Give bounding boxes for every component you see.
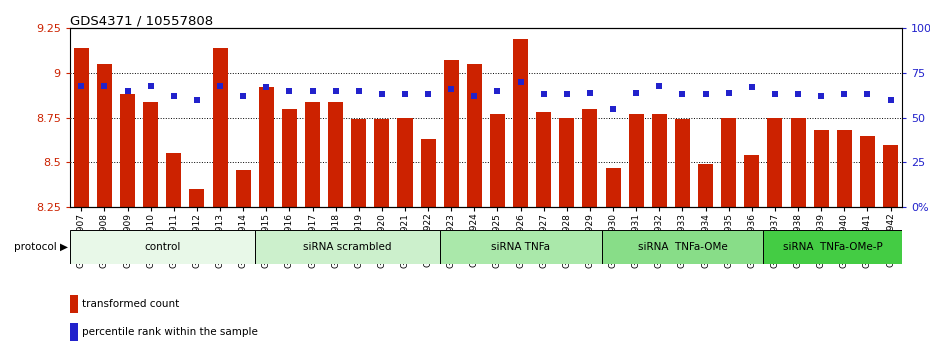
Bar <box>513 39 528 207</box>
Bar <box>120 95 135 207</box>
Text: protocol ▶: protocol ▶ <box>14 242 69 252</box>
Bar <box>790 118 805 207</box>
Point <box>467 93 482 99</box>
Text: transformed count: transformed count <box>82 299 179 309</box>
Bar <box>559 118 575 207</box>
Point <box>629 90 644 96</box>
Point <box>328 88 343 94</box>
Bar <box>255 230 440 264</box>
Text: control: control <box>144 242 180 252</box>
Bar <box>860 136 875 207</box>
Bar <box>675 120 690 207</box>
Point <box>259 85 273 90</box>
Point <box>837 92 852 97</box>
Point <box>282 88 297 94</box>
Bar <box>467 64 482 207</box>
Text: siRNA  TNFa-OMe-P: siRNA TNFa-OMe-P <box>783 242 883 252</box>
Point <box>190 97 205 103</box>
Bar <box>70 323 78 341</box>
Text: siRNA  TNFa-OMe: siRNA TNFa-OMe <box>638 242 727 252</box>
Bar <box>328 102 343 207</box>
Point <box>120 88 135 94</box>
Bar <box>744 155 759 207</box>
Bar <box>259 87 273 207</box>
Point <box>814 93 829 99</box>
Bar <box>602 230 764 264</box>
Bar <box>698 164 713 207</box>
Bar <box>629 114 644 207</box>
Bar <box>282 109 297 207</box>
Text: GDS4371 / 10557808: GDS4371 / 10557808 <box>70 14 213 27</box>
Point <box>166 93 181 99</box>
Bar <box>352 120 366 207</box>
Point <box>560 92 575 97</box>
Bar <box>97 64 112 207</box>
Point <box>235 93 250 99</box>
Bar <box>440 230 602 264</box>
Bar <box>375 120 390 207</box>
Point <box>305 88 320 94</box>
Bar <box>721 118 737 207</box>
Bar <box>213 48 228 207</box>
Point <box>652 83 667 88</box>
Point <box>143 83 158 88</box>
Point <box>744 85 759 90</box>
Bar <box>70 230 255 264</box>
Bar <box>837 130 852 207</box>
Point <box>397 92 412 97</box>
Point <box>767 92 782 97</box>
Point <box>513 79 528 85</box>
Text: siRNA scrambled: siRNA scrambled <box>303 242 392 252</box>
Bar <box>582 109 597 207</box>
Point <box>605 106 620 112</box>
Point <box>213 83 228 88</box>
Point <box>444 86 458 92</box>
Bar <box>73 48 89 207</box>
Bar <box>444 61 458 207</box>
Bar <box>537 112 551 207</box>
Bar <box>190 189 205 207</box>
Bar <box>764 230 902 264</box>
Point <box>860 92 875 97</box>
Point <box>675 92 690 97</box>
Point <box>352 88 366 94</box>
Bar <box>490 114 505 207</box>
Text: percentile rank within the sample: percentile rank within the sample <box>82 327 258 337</box>
Point <box>790 92 805 97</box>
Bar <box>143 102 158 207</box>
Point <box>375 92 390 97</box>
Bar <box>397 118 413 207</box>
Point <box>420 92 435 97</box>
Bar <box>605 168 620 207</box>
Bar <box>767 118 782 207</box>
Text: siRNA TNFa: siRNA TNFa <box>491 242 551 252</box>
Bar <box>235 170 251 207</box>
Point <box>722 90 737 96</box>
Bar <box>814 130 829 207</box>
Point <box>97 83 112 88</box>
Bar <box>883 144 898 207</box>
Point <box>537 92 551 97</box>
Point <box>884 97 898 103</box>
Point <box>582 90 597 96</box>
Point <box>698 92 713 97</box>
Bar <box>652 114 667 207</box>
Bar <box>305 102 320 207</box>
Bar <box>166 153 181 207</box>
Point <box>490 88 505 94</box>
Bar <box>70 295 78 313</box>
Point <box>73 83 88 88</box>
Bar <box>420 139 435 207</box>
